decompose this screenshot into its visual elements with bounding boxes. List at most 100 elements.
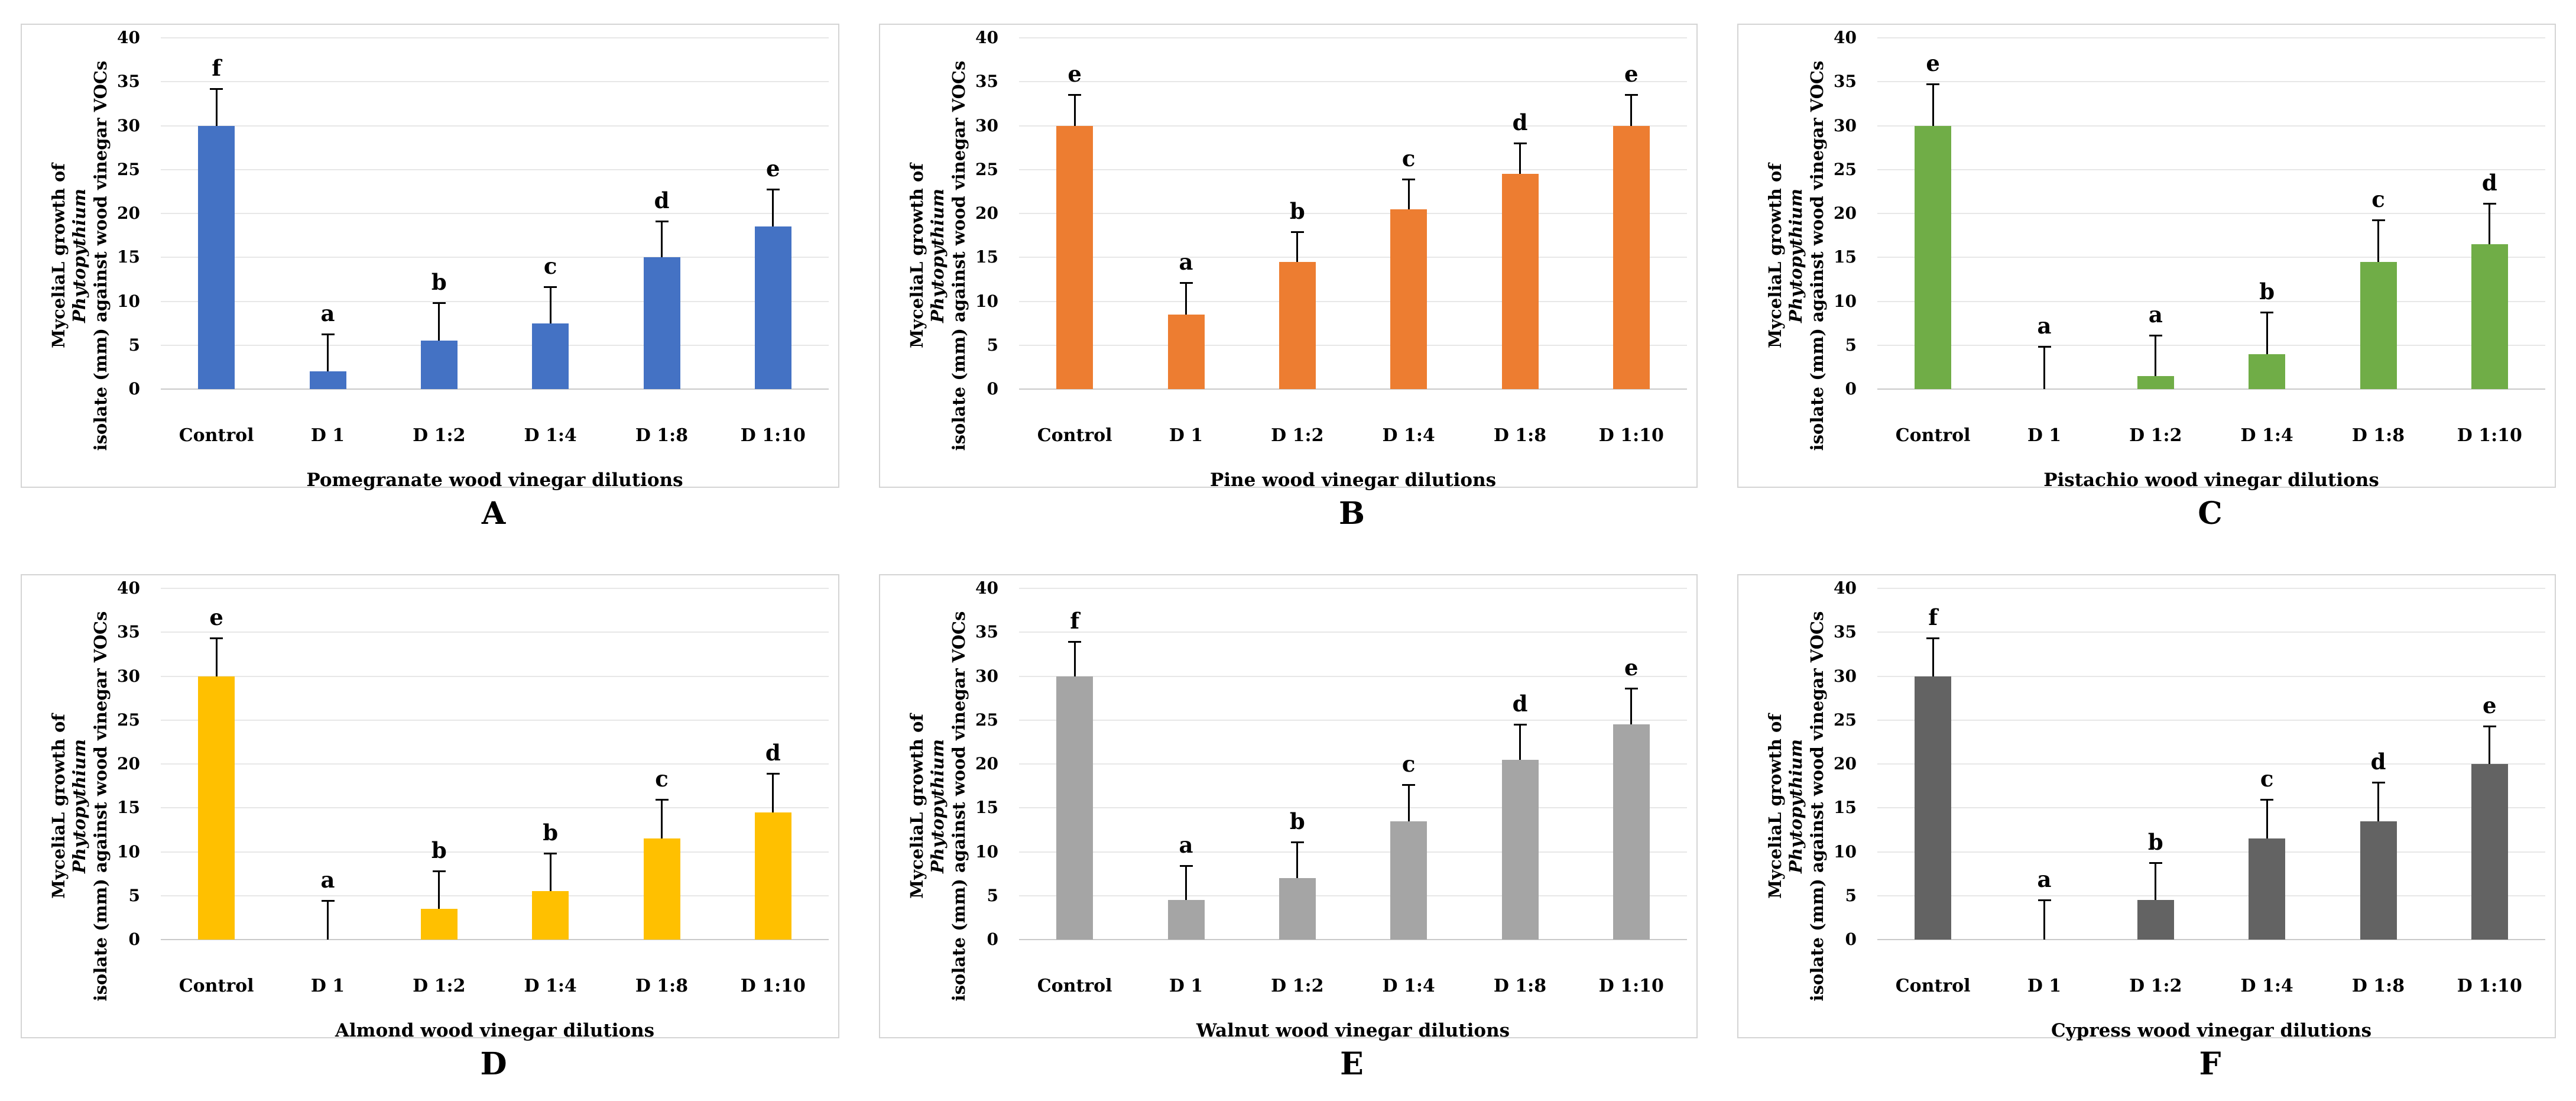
- x-axis-title: Pomegranate wood vinegar dilutions: [306, 469, 683, 491]
- error-bar-cap: [766, 189, 780, 191]
- panel-letter: F: [2199, 1046, 2221, 1082]
- chart-panel: MyceliaL growth of Phytopythium isolate …: [0, 550, 858, 1101]
- error-bar: [215, 88, 218, 126]
- x-axis-baseline: [1019, 939, 1687, 940]
- bar: [1501, 759, 1539, 940]
- error-bar-cap: [1402, 784, 1416, 786]
- bar: [1056, 125, 1094, 389]
- x-tick-label: D 1:4: [2240, 425, 2293, 446]
- x-axis-baseline: [161, 388, 829, 390]
- x-tick-label: D 1: [310, 425, 345, 446]
- chart-panel: MyceliaL growth of Phytopythium isolate …: [858, 550, 1717, 1101]
- error-bar-cap: [1926, 83, 1940, 86]
- x-axis-title: Almond wood vinegar dilutions: [335, 1020, 655, 1041]
- significance-letter: a: [1179, 248, 1193, 275]
- gridline: [1019, 895, 1687, 896]
- error-bar-cap: [655, 220, 669, 222]
- error-bar: [2266, 312, 2268, 354]
- bar: [2249, 354, 2286, 389]
- x-axis-title: Pistachio wood vinegar dilutions: [2043, 469, 2379, 491]
- gridline: [1877, 719, 2545, 721]
- significance-letter: b: [2147, 829, 2163, 856]
- x-tick-label: D 1:4: [1382, 425, 1435, 446]
- gridline: [1877, 81, 2545, 83]
- error-bar: [1630, 687, 1633, 725]
- significance-letter: b: [543, 820, 559, 846]
- error-bar: [438, 870, 440, 909]
- bar: [1279, 878, 1316, 940]
- bar: [1613, 724, 1650, 940]
- x-tick-label: D 1:2: [1271, 425, 1324, 446]
- significance-letter: e: [1926, 50, 1940, 77]
- error-bar-cap: [544, 286, 557, 289]
- y-tick-label: 35: [1834, 622, 1857, 642]
- error-bar-cap: [766, 772, 780, 775]
- error-bar: [772, 772, 774, 812]
- y-tick-label: 0: [987, 930, 998, 949]
- error-bar-cap: [1624, 687, 1638, 689]
- panel-letter: D: [480, 1046, 507, 1082]
- x-tick-label: D 1:10: [1598, 976, 1664, 996]
- x-tick-label: Control: [179, 425, 254, 446]
- y-tick-label: 5: [128, 335, 140, 355]
- gridline: [1877, 300, 2545, 302]
- error-bar: [2489, 203, 2491, 244]
- y-tick-label: 0: [128, 379, 140, 399]
- gridline: [1877, 169, 2545, 170]
- chart-plot-box: MyceliaL growth of Phytopythium isolate …: [21, 574, 839, 1041]
- plot-area: e a b b c d: [161, 588, 829, 940]
- error-bar: [327, 333, 329, 372]
- plot-area: e a a b c d: [1877, 37, 2545, 390]
- y-tick-label: 20: [975, 203, 998, 223]
- significance-letter: a: [320, 300, 335, 327]
- error-bar-cap: [321, 900, 335, 902]
- gridline: [1877, 125, 2545, 127]
- error-bar-cap: [1624, 94, 1638, 96]
- bar: [198, 676, 235, 940]
- x-tick-label: D 1:4: [524, 425, 577, 446]
- gridline: [161, 213, 829, 214]
- gridline: [161, 895, 829, 896]
- x-axis-title: Cypress wood vinegar dilutions: [2051, 1020, 2372, 1041]
- significance-letter: b: [431, 269, 447, 295]
- y-tick-label: 25: [117, 710, 140, 730]
- gridline: [161, 81, 829, 83]
- x-tick-label: D 1:8: [635, 976, 689, 996]
- bar: [420, 341, 458, 389]
- y-tick-label: 40: [117, 28, 140, 47]
- significance-letter: c: [2260, 766, 2274, 792]
- y-tick-label: 10: [1834, 291, 1857, 311]
- x-axis-title: Pine wood vinegar dilutions: [1209, 469, 1497, 491]
- y-tick-label: 5: [987, 335, 998, 355]
- y-tick-label: 0: [128, 930, 140, 949]
- y-tick-label: 40: [117, 578, 140, 598]
- x-tick-label: D 1:2: [413, 976, 466, 996]
- error-bar: [2043, 346, 2045, 389]
- error-bar: [2377, 781, 2379, 821]
- error-bar-cap: [2260, 312, 2274, 314]
- gridline: [161, 125, 829, 127]
- significance-letter: a: [1179, 831, 1193, 858]
- error-bar: [1073, 641, 1076, 676]
- gridline: [1019, 344, 1687, 346]
- error-bar-cap: [2260, 799, 2274, 801]
- y-tick-label: 5: [128, 885, 140, 905]
- error-bar: [1073, 94, 1076, 126]
- significance-letter: e: [1624, 61, 1639, 88]
- y-tick-label: 5: [1845, 885, 1857, 905]
- y-tick-label: 20: [975, 754, 998, 773]
- y-tick-label: 10: [975, 841, 998, 862]
- x-tick-label: D 1: [1169, 425, 1203, 446]
- gridline: [161, 851, 829, 853]
- y-tick-label: 0: [1845, 930, 1857, 949]
- significance-letter: b: [1289, 808, 1305, 834]
- y-tick-label: 40: [1834, 28, 1857, 47]
- bar: [754, 226, 791, 389]
- error-bar-cap: [1068, 94, 1082, 96]
- significance-letter: a: [2148, 301, 2163, 328]
- significance-letter: e: [209, 604, 223, 631]
- significance-letter: b: [431, 837, 447, 863]
- error-bar-cap: [1179, 864, 1193, 867]
- bar: [1167, 900, 1205, 940]
- y-tick-label: 30: [117, 666, 140, 686]
